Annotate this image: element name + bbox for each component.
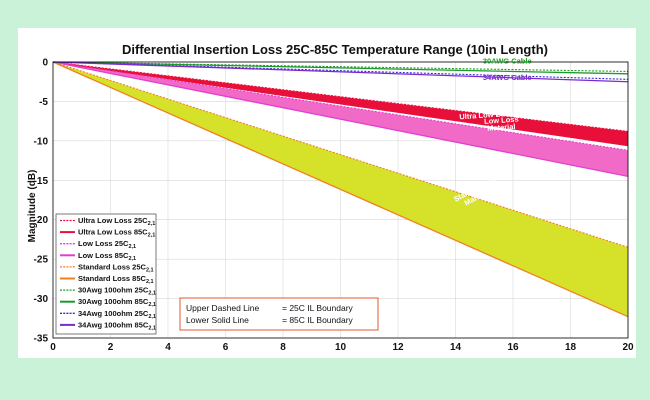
series-line-low-loss-85c	[52, 61, 629, 177]
legend-entry-34awg-100ohm-85c: 34Awg 100ohm 85C2,1	[78, 320, 156, 331]
note-frame	[179, 297, 379, 331]
legend-entry-standard-loss-25c: Standard Loss 25C2,1	[78, 262, 154, 273]
x-tick-label: 4	[165, 342, 171, 353]
series-line-30awg-100ohm-85c	[52, 61, 629, 75]
insertion-loss-chart: Differential Insertion Loss 25C-85C Temp…	[18, 28, 636, 358]
legend-entry-ultra-low-loss-85c: Ultra Low Loss 85C2,1	[78, 228, 155, 239]
y-axis-label: Magnitude (dB)	[27, 170, 38, 243]
legend-entry-low-loss-85c: Low Loss 85C2,1	[78, 251, 136, 262]
legend-entry-low-loss-25c: Low Loss 25C2,1	[78, 239, 136, 250]
x-tick-label: 16	[507, 342, 519, 353]
y-tick-label: 0	[42, 58, 48, 69]
x-tick-label: 0	[50, 342, 56, 353]
note-value: = 25C IL Boundary	[282, 303, 354, 313]
note-label: Lower Solid Line	[186, 315, 249, 325]
x-tick-label: 6	[223, 342, 229, 353]
note-label: Upper Dashed Line	[186, 303, 260, 313]
x-tick-label: 8	[280, 342, 286, 353]
y-tick-label: -15	[34, 176, 49, 187]
x-tick-label: 2	[108, 342, 114, 353]
legend-entry-ultra-low-loss-25c: Ultra Low Loss 25C2,1	[78, 216, 155, 227]
series-line-standard-loss-85c	[52, 61, 629, 318]
y-tick-label: -25	[34, 255, 49, 266]
annotation-30awg-cable: 30AWG Cable	[483, 57, 532, 66]
chart-title: Differential Insertion Loss 25C-85C Temp…	[122, 42, 548, 57]
legend-entry-30awg-100ohm-85c: 30Awg 100ohm 85C2,1	[78, 297, 156, 308]
plot-frame	[52, 61, 629, 339]
y-tick-label: -10	[34, 136, 49, 147]
series-line-34awg-100ohm-85c	[52, 61, 629, 83]
series-line-standard-loss-25c	[52, 61, 629, 248]
note-value: = 85C IL Boundary	[282, 315, 354, 325]
annotation-34awg-cable: 34AWG Cable	[483, 73, 532, 82]
series-lines	[52, 61, 629, 318]
legend-entry-34awg-100ohm-25c: 34Awg 100ohm 25C2,1	[78, 309, 156, 320]
y-tick-label: -20	[34, 215, 49, 226]
annotation-material: Material	[487, 122, 516, 133]
y-tick-label: -35	[34, 334, 49, 345]
annotation-low-loss: Low Loss	[484, 115, 519, 126]
boundary-note: Upper Dashed Line = 25C IL Boundary Lower …	[179, 297, 379, 331]
legend-entry-standard-loss-85c: Standard Loss 85C2,1	[78, 274, 154, 285]
legend-entry-30awg-100ohm-25c: 30Awg 100ohm 25C2,1	[78, 286, 156, 297]
x-tick-label: 12	[392, 342, 404, 353]
x-tick-label: 18	[565, 342, 577, 353]
chart-panel: Differential Insertion Loss 25C-85C Temp…	[18, 28, 636, 358]
legend-box	[55, 213, 157, 335]
series-line-low-loss-25c	[52, 61, 629, 151]
series-line-ultra-low-loss-85c	[52, 61, 629, 147]
y-tick-labels: 0 -5 -10 -15 -20 -25 -30 -35	[34, 58, 49, 345]
y-tick-label: -5	[39, 97, 48, 108]
x-tick-label: 10	[335, 342, 347, 353]
x-tick-labels: 0 2 4 6 8 10 12 14 16 18 20	[50, 342, 634, 353]
x-tick-label: 20	[622, 342, 634, 353]
y-tick-label: -30	[34, 294, 49, 305]
x-tick-label: 14	[450, 342, 462, 353]
